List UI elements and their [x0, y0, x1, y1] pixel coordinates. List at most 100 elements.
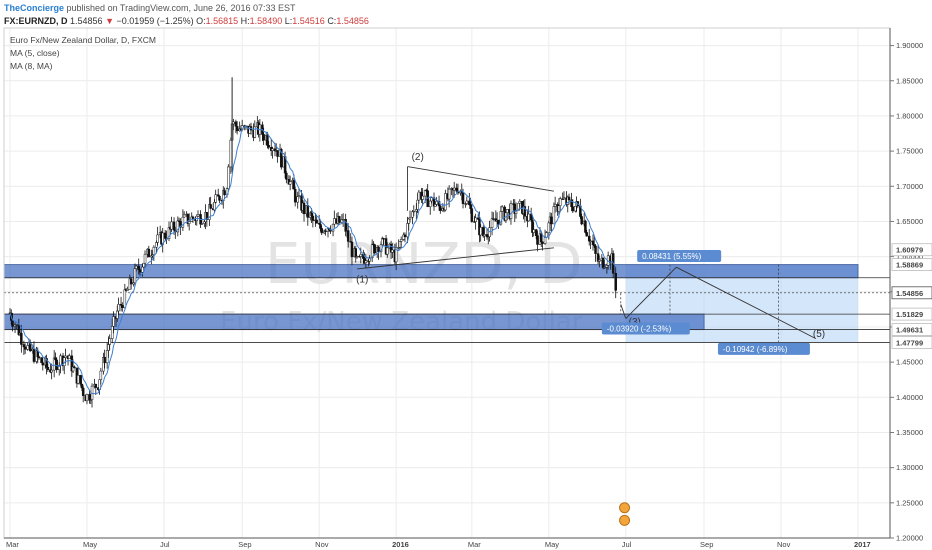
- candle-body: [40, 357, 43, 363]
- y-tick-label: 1.75000: [896, 147, 923, 156]
- zones: [3, 264, 890, 343]
- candle-body: [434, 204, 437, 207]
- y-tick-label: 1.80000: [896, 111, 923, 120]
- candle-body: [346, 230, 350, 242]
- candle-body: [32, 348, 36, 362]
- candle-body: [121, 305, 124, 308]
- candle-body: [85, 394, 89, 402]
- candle-body: [580, 216, 583, 225]
- candle-body: [540, 233, 543, 243]
- candle-body: [108, 338, 111, 345]
- candle-body: [382, 238, 385, 240]
- candle-body: [311, 215, 315, 221]
- candle-body: [50, 369, 53, 373]
- candle-body: [172, 221, 176, 231]
- candle-body: [415, 209, 418, 212]
- y-tick-label: 1.20000: [896, 534, 923, 543]
- price-badge-label: 1.47799: [896, 338, 923, 347]
- last-price: 1.54856: [70, 16, 103, 26]
- candle-body: [432, 197, 436, 207]
- candle-body: [107, 344, 110, 351]
- candle-body: [428, 200, 432, 208]
- candle-body: [406, 223, 409, 238]
- x-tick-label: Jul: [160, 540, 170, 549]
- candle-body: [59, 355, 62, 366]
- price-badge-label: 1.49631: [896, 326, 923, 335]
- trend-line: [407, 166, 554, 192]
- price-badge-box: [891, 336, 932, 349]
- candle-body: [547, 222, 551, 234]
- candle-body: [163, 232, 167, 239]
- candle-body: [141, 266, 144, 273]
- price-badge-box: [891, 286, 932, 300]
- candle-body: [408, 216, 412, 220]
- price-badge-label: 1.51829: [896, 310, 923, 319]
- candle-body: [126, 289, 129, 291]
- candle-body: [297, 195, 301, 197]
- candle-body: [253, 126, 257, 138]
- price-badge-box: [891, 307, 932, 321]
- candle-body: [558, 198, 562, 206]
- x-tick-label: Sep: [238, 540, 251, 549]
- y-tick-label: 1.70000: [896, 182, 923, 191]
- candle-body: [324, 230, 327, 232]
- candle-body: [292, 180, 296, 190]
- candle-body: [505, 209, 509, 214]
- candle-body: [182, 214, 186, 218]
- candle-body: [117, 304, 120, 312]
- candle-body: [430, 197, 433, 202]
- candle-body: [129, 278, 133, 285]
- candle-body: [403, 234, 407, 238]
- candle-body: [534, 229, 538, 236]
- y-tick-label: 1.65000: [896, 217, 923, 226]
- close-value: 1.54856: [336, 16, 369, 26]
- open-value: 1.56815: [205, 16, 239, 26]
- y-tick-label: 1.45000: [896, 358, 923, 367]
- candle-body: [421, 195, 424, 200]
- measure-label: -0.03920 (-2.53%): [607, 324, 672, 333]
- axes: 1.90000 1.85000 1.80000 1.75000 1.70000 1.650…: [3, 27, 932, 549]
- candle-body: [262, 134, 265, 141]
- candle-body: [208, 204, 211, 220]
- candle-body: [474, 217, 477, 222]
- candle-body: [147, 248, 151, 258]
- low-value: 1.54516: [292, 16, 325, 26]
- candle-body: [355, 256, 359, 258]
- candle-body: [373, 244, 376, 254]
- candle-body: [399, 239, 403, 242]
- candle-body: [584, 220, 587, 233]
- x-tick-label: Mar: [468, 540, 481, 549]
- candle-body: [46, 367, 50, 370]
- legend-title: Euro Fx/New Zealand Dollar, D, FXCM: [10, 35, 156, 45]
- author-name[interactable]: TheConcierge: [4, 3, 65, 13]
- candle-body: [416, 199, 419, 210]
- candle-body: [20, 332, 23, 345]
- candle-body: [461, 192, 465, 204]
- moving-average: [9, 126, 617, 395]
- candle-body: [142, 262, 146, 268]
- wave-label: (3): [629, 317, 641, 328]
- candle-body: [209, 204, 212, 209]
- candle-body: [99, 370, 103, 380]
- candle-body: [310, 212, 313, 217]
- candle-body: [500, 206, 504, 212]
- candle-body: [187, 221, 191, 224]
- candle-body: [368, 257, 371, 262]
- wave-label: (1): [356, 275, 368, 286]
- candle-body: [614, 272, 617, 291]
- candle-body: [45, 358, 48, 368]
- candle-body: [133, 268, 137, 283]
- candle-body: [293, 188, 297, 203]
- candle-body: [523, 206, 527, 217]
- candle-body: [557, 205, 561, 212]
- candle-body: [296, 196, 299, 203]
- candle-body: [407, 218, 411, 224]
- candle-body: [550, 216, 553, 225]
- trend-line: [356, 247, 554, 270]
- event-marker-icon: [619, 514, 631, 526]
- candle-body: [589, 240, 592, 242]
- candle-body: [411, 211, 414, 218]
- candle-body: [470, 208, 474, 222]
- candle-body: [344, 219, 347, 232]
